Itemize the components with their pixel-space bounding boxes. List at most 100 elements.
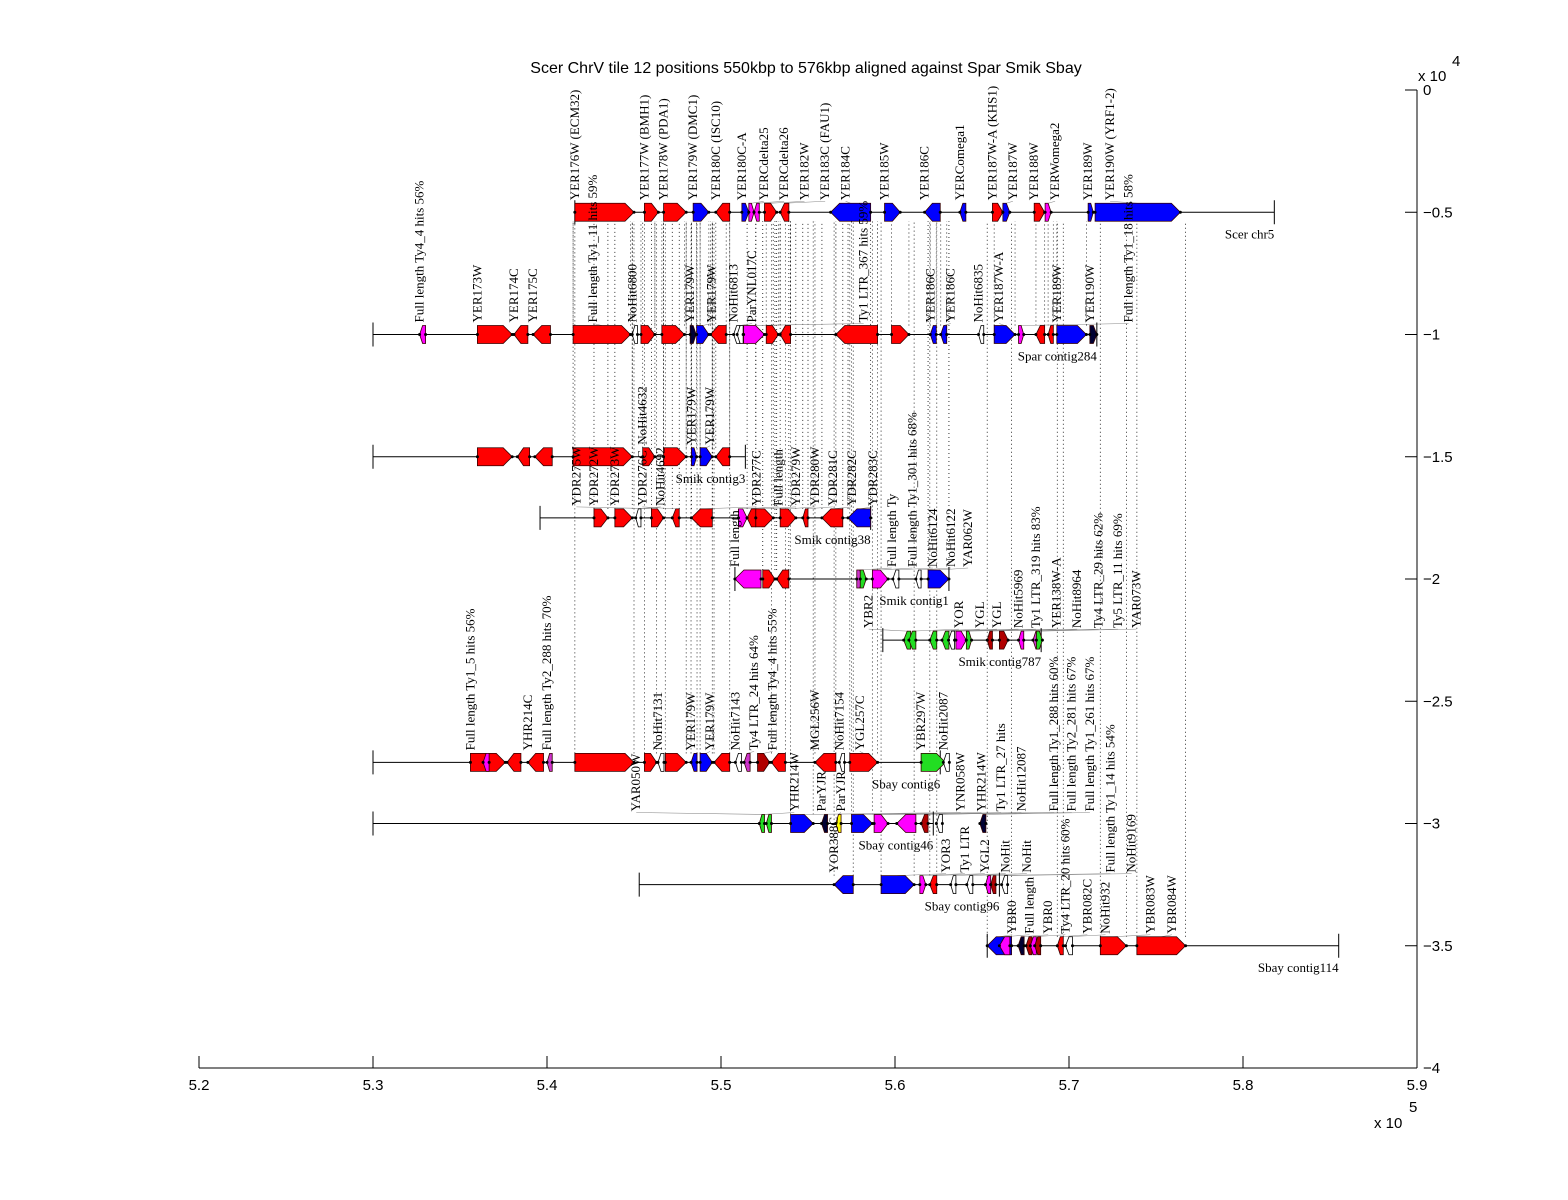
y-tick-label: −2 [1423, 571, 1440, 588]
feature-label: YDR277C [748, 450, 763, 506]
gene-feature [572, 325, 632, 344]
gene-feature [1099, 936, 1127, 956]
feature-label: Ty4 LTR_24 hits 64% [746, 635, 761, 750]
feature-label: YER184C [838, 146, 853, 200]
feature-label: YER186C [917, 146, 932, 200]
gene-feature [1065, 936, 1073, 956]
feature-end-dot [977, 333, 981, 336]
feature-end-dot [698, 455, 702, 459]
gene-feature [574, 202, 635, 222]
feature-label: YER178W (PDA1) [656, 98, 671, 200]
feature-label: NoHit6835 [971, 264, 986, 323]
feature-end-dot [851, 883, 855, 887]
x-tick-label: 5.2 [189, 1077, 210, 1094]
feature-end-dot [958, 210, 962, 214]
feature-end-dot [787, 210, 791, 214]
feature-end-dot [634, 516, 638, 520]
feature-label: YGL [972, 601, 987, 628]
tracks: Scer chr5 Spar contig284 Smik contig3 Smik … [372, 200, 1340, 975]
feature-label: YBR0 [1040, 901, 1055, 934]
feature-label: YERComega1 [952, 124, 967, 200]
gene-feature [851, 814, 873, 833]
feature-label: YER179W [683, 386, 698, 445]
feature-label: Full length Ty1_5 hits 56% [462, 608, 477, 750]
feature-label: YER180C-A [734, 132, 749, 201]
feature-label: YER183C (FAU1) [817, 103, 832, 201]
gene-feature [990, 875, 997, 895]
track-name-label: Scer chr5 [1225, 226, 1274, 241]
feature-end-dot [748, 760, 752, 764]
feature-end-dot [914, 577, 918, 581]
feature-label: YERCdelta26 [776, 127, 791, 200]
feature-end-dot [895, 822, 899, 825]
feature-end-dot [834, 760, 838, 764]
gene-feature [908, 630, 917, 650]
feature-label: Full length [770, 449, 785, 506]
label-leader-line [1021, 323, 1129, 326]
feature-end-dot [914, 822, 918, 825]
feature-label: YER173W [469, 264, 484, 323]
feature-label: Full length Ty2_288 hits 70% [539, 595, 554, 750]
feature-end-dot [989, 883, 993, 887]
feature-label: YDR283C [865, 450, 880, 506]
feature-end-dot [1032, 210, 1036, 214]
gene-feature [1001, 875, 1009, 895]
feature-end-dot [1034, 333, 1038, 336]
feature-end-dot [982, 333, 986, 336]
gene-feature [758, 814, 765, 833]
feature-end-dot [843, 760, 847, 764]
gene-feature [419, 325, 426, 344]
gene-feature [873, 814, 889, 833]
gene-feature [955, 630, 967, 650]
feature-end-dot [656, 210, 660, 214]
gene-feature [965, 630, 972, 650]
gene-feature [999, 630, 1009, 650]
label-leader-line [784, 200, 826, 204]
feature-label: NoHit5969 [1011, 570, 1026, 629]
feature-end-dot [771, 516, 775, 520]
gene-feature [642, 447, 656, 467]
gene-feature [631, 325, 638, 344]
feature-end-dot [1086, 210, 1090, 214]
feature-end-dot [632, 760, 636, 764]
gene-feature [516, 447, 530, 467]
feature-end-dot [834, 822, 838, 825]
feature-label: YBR297W [913, 691, 928, 750]
feature-end-dot [630, 455, 634, 459]
gene-feature [927, 569, 950, 589]
feature-end-dot [732, 333, 736, 336]
y-exponent-label: x 10 [1418, 68, 1446, 85]
feature-label: YDR282C [844, 450, 859, 506]
feature-end-dot [964, 210, 968, 214]
label-leader-line [763, 751, 773, 754]
feature-end-dot [662, 210, 666, 214]
gene-feature [790, 814, 814, 833]
feature-label: YAR050W [628, 753, 643, 812]
gene-feature [835, 325, 878, 344]
label-leader-line [702, 323, 712, 326]
feature-end-dot [841, 516, 845, 520]
feature-end-dot [519, 760, 523, 764]
feature-label: YBR082C [1079, 879, 1094, 934]
gene-feature [657, 752, 665, 772]
gene-feature [482, 752, 490, 772]
y-tick-label: −3 [1423, 816, 1440, 833]
gene-feature [743, 325, 766, 344]
track-scer-chr5: Scer chr5 [573, 200, 1275, 241]
track-smik-contig787: Smik contig787 [882, 628, 1044, 669]
label-leader-line [982, 812, 1090, 815]
gene-feature [779, 325, 791, 344]
gene-feature [635, 508, 642, 528]
feature-label: YER182W [797, 142, 812, 201]
feature-end-dot [1022, 638, 1026, 642]
feature-label: YOR [951, 600, 966, 628]
feature-end-dot [528, 455, 532, 459]
feature-end-dot [1016, 944, 1020, 948]
feature-label: YER175C [525, 268, 540, 322]
feature-end-dot [947, 577, 951, 581]
gene-feature [715, 202, 731, 222]
feature-end-dot [775, 210, 779, 214]
gene-feature [940, 325, 948, 344]
feature-label: YER187W [1005, 142, 1020, 201]
